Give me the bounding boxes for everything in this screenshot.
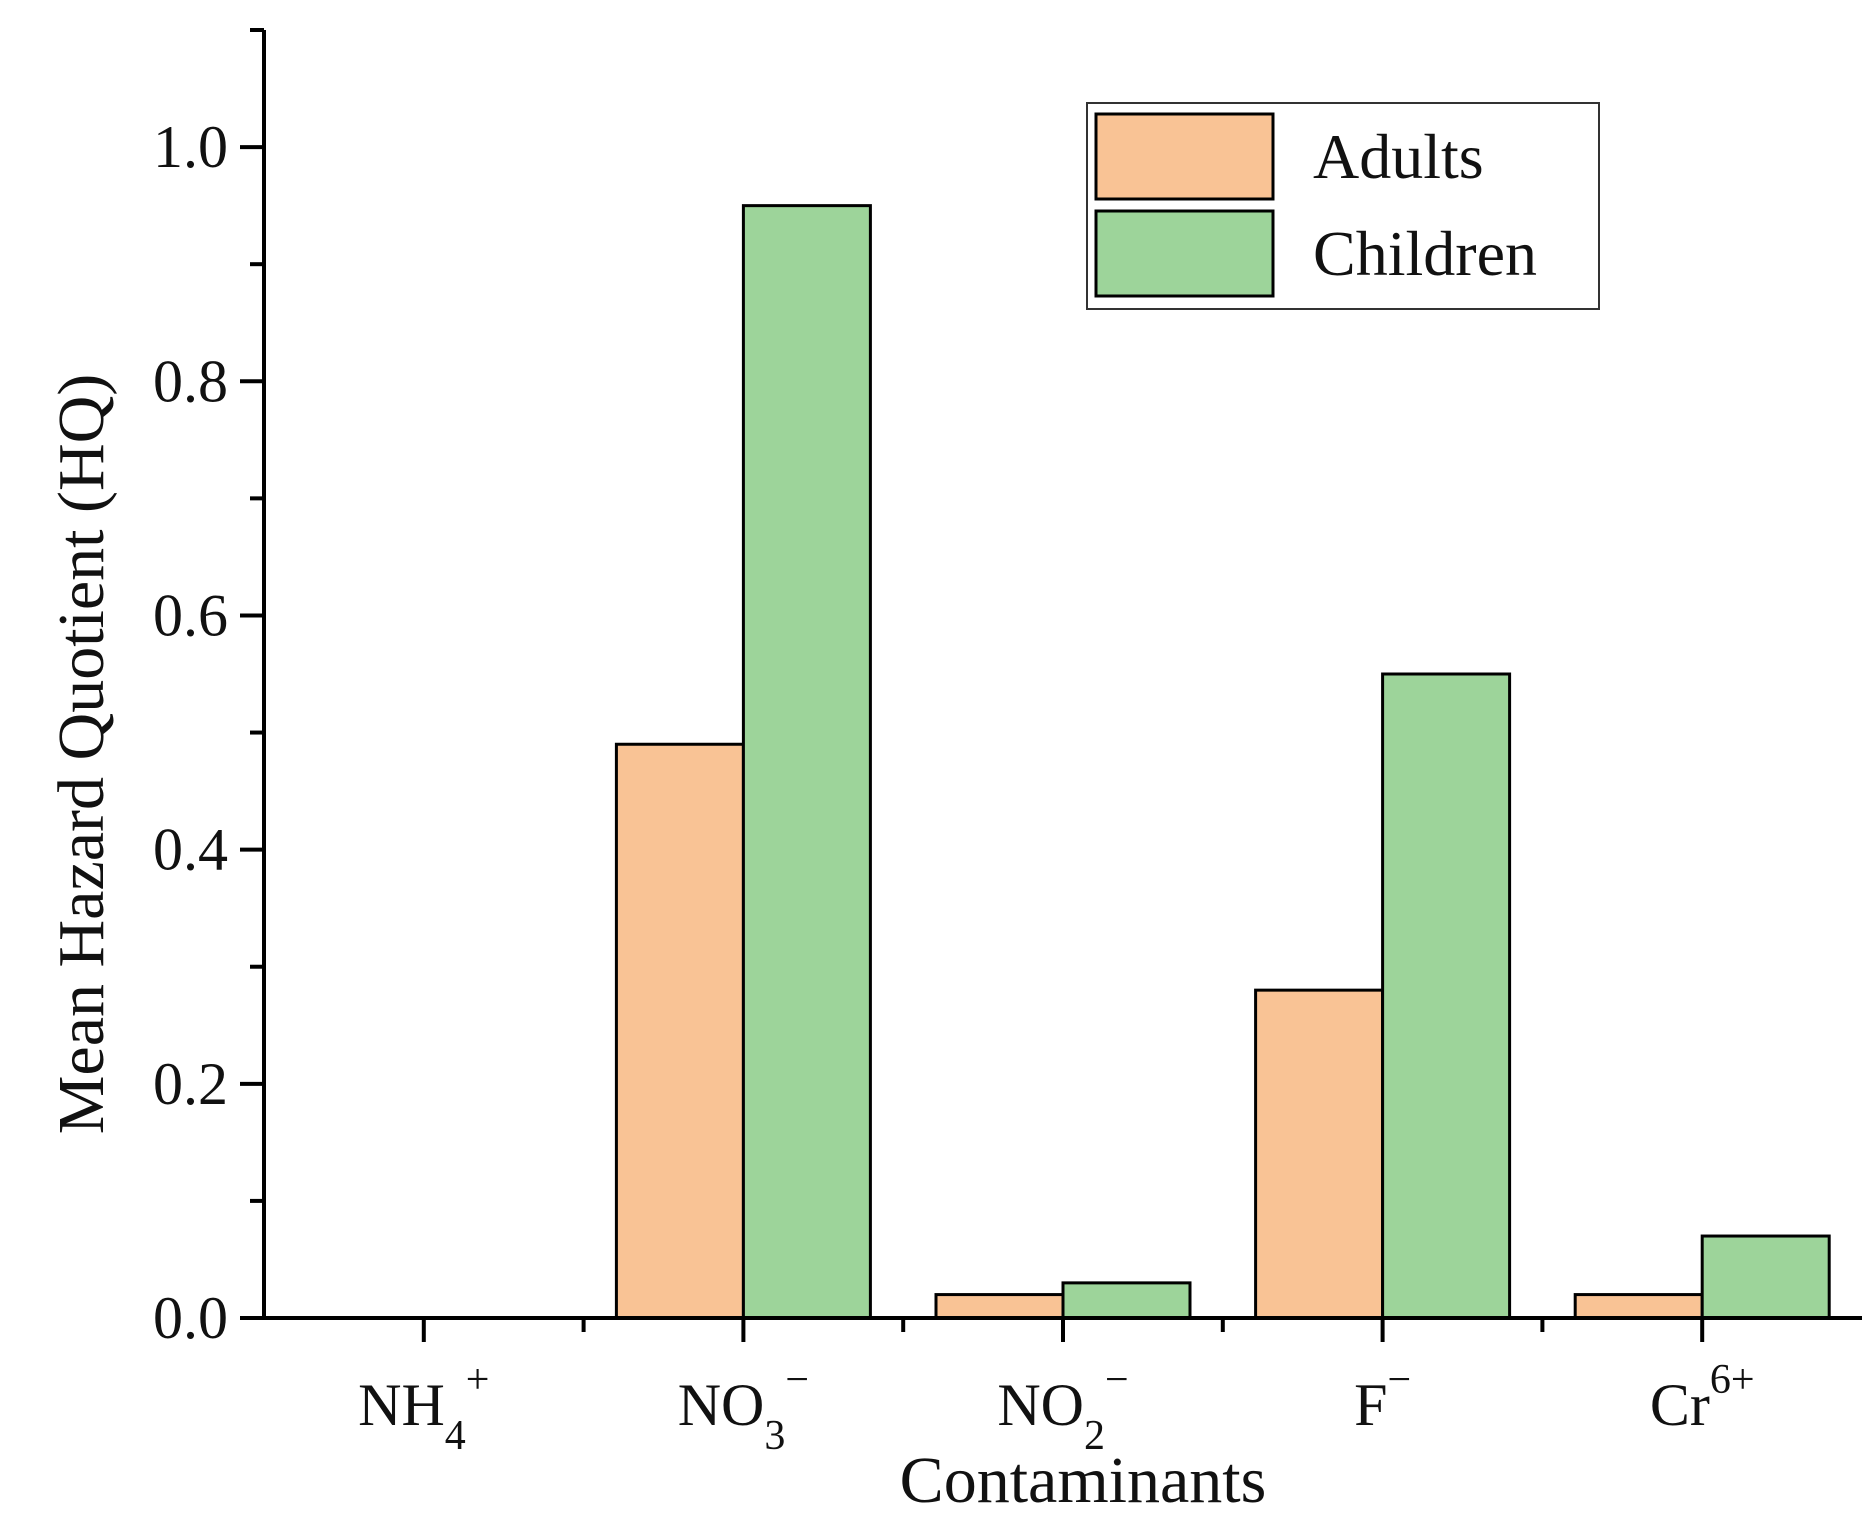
x-tick-label-base: NO: [997, 1372, 1084, 1438]
bar-children: [1700, 1234, 1831, 1320]
y-tick-label: 1.0: [153, 114, 228, 180]
x-tick-label-superscript: −: [785, 1357, 809, 1403]
x-tick-label-superscript: −: [1105, 1357, 1129, 1403]
bar-children: [1381, 672, 1512, 1320]
legend: Adults Children: [1086, 102, 1600, 310]
y-axis-title: Mean Hazard Quotient (HQ): [45, 374, 118, 1135]
y-tick-label: 0.0: [153, 1285, 228, 1351]
bar-children: [741, 204, 872, 1320]
bar-adults: [934, 1293, 1065, 1320]
x-tick-label-subscript: 2: [1084, 1413, 1105, 1459]
y-ticks: 0.0 0.2 0.4 0.6 0.8 1.0: [153, 28, 264, 1351]
bar-adults: [614, 742, 745, 1320]
x-tick-label: NH4+: [358, 1357, 489, 1459]
x-ticks: NH4+ NO3− NO2− F− Cr6+: [358, 1318, 1755, 1459]
x-tick-label: NO2−: [997, 1357, 1128, 1459]
legend-label-children: Children: [1313, 218, 1537, 289]
x-axis-title: Contaminants: [900, 1444, 1267, 1517]
x-tick-label-base: Cr: [1650, 1372, 1710, 1438]
x-tick-label-base: NH: [358, 1372, 445, 1438]
axes: [262, 30, 1862, 1320]
y-tick-label: 0.8: [153, 348, 228, 414]
plot-area: [614, 204, 1831, 1320]
x-tick-label-subscript: 3: [764, 1413, 785, 1459]
bar-children: [1061, 1281, 1192, 1320]
x-tick-label: F−: [1354, 1357, 1411, 1438]
x-tick-label-superscript: 6+: [1710, 1357, 1755, 1403]
x-tick-label-base: NO: [678, 1372, 765, 1438]
bar-adults: [1254, 988, 1385, 1320]
x-tick-label: Cr6+: [1650, 1357, 1755, 1438]
legend-swatch-adults: [1094, 112, 1275, 201]
y-tick-label: 0.6: [153, 582, 228, 648]
legend-swatch-children: [1094, 209, 1275, 298]
x-tick-label-superscript: −: [1387, 1357, 1411, 1403]
y-tick-label: 0.4: [153, 817, 228, 883]
legend-label-adults: Adults: [1313, 121, 1484, 192]
x-tick-label-base: F: [1354, 1372, 1387, 1438]
y-tick-label: 0.2: [153, 1051, 228, 1117]
bar-adults: [1573, 1293, 1704, 1320]
x-tick-label-superscript: +: [466, 1357, 490, 1403]
x-tick-label-subscript: 4: [445, 1413, 466, 1459]
x-tick-label: NO3−: [678, 1357, 809, 1459]
